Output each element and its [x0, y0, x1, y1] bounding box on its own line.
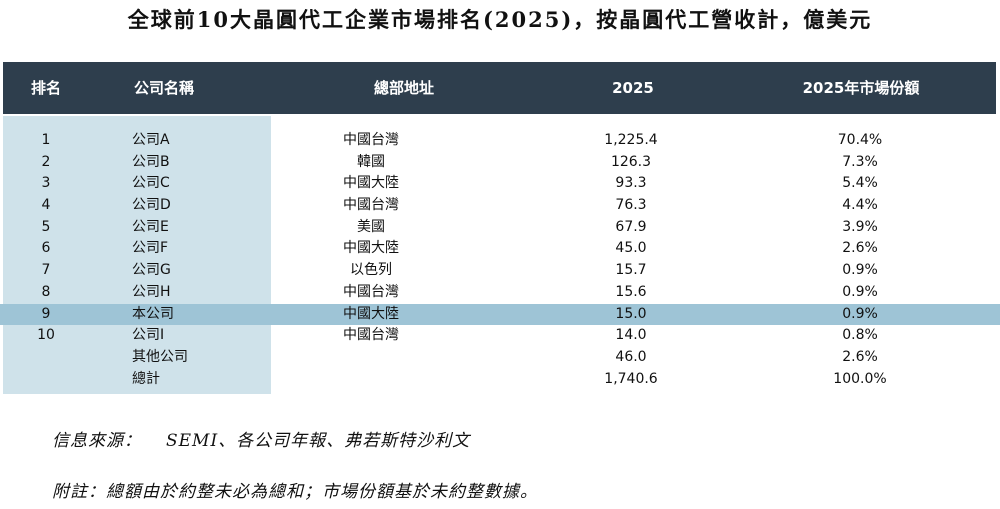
cell-rank: 5	[41, 218, 51, 235]
footnote: 附註：總額由於約整未必為總和；市場份額基於未約整數據。	[52, 482, 538, 502]
header-company: 公司名稱	[133, 79, 195, 97]
cell-rank: 4	[41, 197, 51, 214]
cell-share: 2.6%	[842, 348, 878, 365]
cell-hq: 韓國	[357, 153, 385, 170]
cell-hq: 中國大陸	[343, 175, 399, 192]
header-rank: 排名	[30, 79, 62, 97]
cell-revenue: 14.0	[615, 327, 647, 344]
cell-share: 0.8%	[842, 327, 878, 344]
cell-share: 4.4%	[842, 197, 878, 214]
cell-revenue: 15.0	[615, 305, 647, 322]
table-row: 8 公司H 中國台灣 15.6 0.9%	[0, 282, 1000, 304]
source-label: 信息來源：	[52, 431, 142, 451]
cell-rank: 9	[41, 305, 51, 322]
table-row: 6 公司F 中國大陸 45.0 2.6%	[0, 238, 1000, 260]
cell-rank: 6	[41, 240, 51, 257]
table-row-total: 總計 1,740.6 100.0%	[0, 369, 1000, 391]
table-row-highlighted: 9 本公司 中國大陸 15.0 0.9%	[0, 303, 1000, 326]
source-line: 信息來源： SEMI、各公司年報、弗若斯特沙利文	[52, 430, 470, 452]
cell-hq: 中國台灣	[343, 327, 399, 344]
cell-revenue: 93.3	[615, 175, 647, 192]
table-title: 全球前10大晶圓代工企業市場排名(2025)，按晶圓代工營收計，億美元	[127, 7, 873, 32]
source-text: SEMI、各公司年報、弗若斯特沙利文	[166, 431, 471, 451]
cell-company: 公司H	[132, 283, 171, 300]
cell-rank: 3	[41, 175, 51, 192]
cell-share: 0.9%	[842, 305, 878, 322]
table-header: 排名 公司名稱 總部地址 2025 2025年市場份額	[3, 62, 996, 114]
cell-revenue: 45.0	[615, 240, 647, 257]
cell-hq: 中國大陸	[343, 305, 399, 322]
cell-hq: 中國台灣	[343, 283, 399, 300]
cell-share: 5.4%	[842, 175, 878, 192]
cell-company: 公司C	[132, 175, 170, 192]
table-body: 1 公司A 中國台灣 1,225.4 70.4% 2 公司B 韓國 126.3 …	[0, 130, 1000, 390]
header-hq: 總部地址	[373, 79, 435, 97]
table-row: 7 公司G 以色列 15.7 0.9%	[0, 260, 1000, 282]
cell-hq: 中國大陸	[343, 240, 399, 257]
cell-hq: 中國台灣	[343, 132, 399, 148]
table-row: 10 公司I 中國台灣 14.0 0.8%	[0, 325, 1000, 347]
cell-revenue: 46.0	[615, 348, 647, 365]
cell-company: 總計	[132, 370, 160, 387]
table-row: 1 公司A 中國台灣 1,225.4 70.4%	[0, 130, 1000, 152]
table-row: 5 公司E 美國 67.9 3.9%	[0, 217, 1000, 239]
cell-company: 公司D	[132, 197, 171, 214]
cell-share: 70.4%	[837, 132, 883, 148]
table-row: 4 公司D 中國台灣 76.3 4.4%	[0, 195, 1000, 217]
cell-hq: 以色列	[350, 262, 392, 279]
cell-rank: 8	[41, 283, 51, 300]
cell-company: 公司E	[132, 218, 169, 235]
cell-company: 公司B	[132, 153, 170, 170]
cell-share: 0.9%	[842, 262, 878, 279]
cell-revenue: 76.3	[615, 197, 647, 214]
cell-company: 公司F	[132, 240, 169, 257]
header-revenue: 2025	[612, 79, 654, 97]
cell-rank: 1	[41, 132, 51, 148]
cell-share: 2.6%	[842, 240, 878, 257]
cell-company: 本公司	[132, 305, 174, 322]
cell-revenue: 67.9	[615, 218, 647, 235]
cell-company: 公司A	[132, 132, 170, 148]
cell-company: 其他公司	[132, 348, 188, 365]
cell-revenue: 1,740.6	[604, 370, 658, 387]
cell-hq: 美國	[357, 218, 385, 235]
table-row: 2 公司B 韓國 126.3 7.3%	[0, 152, 1000, 174]
cell-rank: 7	[41, 262, 51, 279]
header-share: 2025年市場份額	[802, 79, 920, 97]
cell-company: 公司G	[132, 262, 171, 279]
cell-share: 0.9%	[842, 283, 878, 300]
table-row-others: 其他公司 46.0 2.6%	[0, 347, 1000, 369]
cell-rank: 2	[41, 153, 51, 170]
cell-revenue: 126.3	[610, 153, 652, 170]
cell-hq: 中國台灣	[343, 197, 399, 214]
table-row: 3 公司C 中國大陸 93.3 5.4%	[0, 173, 1000, 195]
cell-share: 7.3%	[842, 153, 878, 170]
cell-share: 100.0%	[833, 370, 887, 387]
cell-share: 3.9%	[842, 218, 878, 235]
rank-company-column-bg	[3, 116, 271, 394]
cell-company: 公司I	[132, 327, 165, 344]
cell-revenue: 15.6	[615, 283, 647, 300]
cell-rank: 10	[37, 327, 55, 344]
cell-revenue: 15.7	[615, 262, 647, 279]
cell-revenue: 1,225.4	[604, 132, 658, 148]
